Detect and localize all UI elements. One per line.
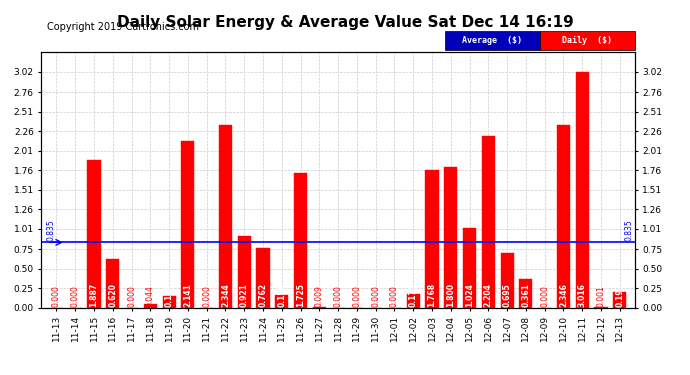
Text: 0.000: 0.000 [390,285,399,307]
Text: 1.800: 1.800 [446,283,455,307]
Text: 0.149: 0.149 [165,283,174,307]
Text: 0.000: 0.000 [202,285,211,307]
Bar [575,72,589,308]
Text: 0.044: 0.044 [146,285,155,307]
Text: 0.835: 0.835 [624,219,633,241]
Text: 0.762: 0.762 [259,283,268,307]
Bar [294,173,307,308]
Text: 0.001: 0.001 [596,285,606,307]
Text: 2.141: 2.141 [184,283,193,307]
Text: 0.000: 0.000 [540,285,549,307]
Text: 2.346: 2.346 [559,283,568,307]
Text: 0.695: 0.695 [502,283,511,307]
Bar [237,236,250,308]
Text: 0.835: 0.835 [46,219,55,241]
Text: Average  ($): Average ($) [462,36,522,45]
Bar [144,304,157,307]
Text: 3.016: 3.016 [578,283,586,307]
Bar [275,296,288,307]
Bar [426,170,439,308]
Text: 1.887: 1.887 [90,282,99,307]
Bar [181,141,195,308]
Bar [463,228,476,308]
Text: 0.361: 0.361 [522,283,531,307]
Text: 0.000: 0.000 [353,285,362,307]
Bar [106,259,119,308]
Text: 0.000: 0.000 [127,285,136,307]
Text: Copyright 2019 Cartronics.com: Copyright 2019 Cartronics.com [48,22,199,32]
Bar [406,294,420,307]
Text: 0.000: 0.000 [333,285,343,307]
Text: 2.204: 2.204 [484,283,493,307]
Text: 0.620: 0.620 [108,283,117,307]
Bar [613,292,627,308]
Text: 0.000: 0.000 [70,285,80,307]
FancyBboxPatch shape [540,31,635,50]
Text: 0.009: 0.009 [315,285,324,307]
Bar [482,136,495,308]
Text: 0.921: 0.921 [239,283,248,307]
Text: 0.000: 0.000 [52,285,61,307]
Text: Daily  ($): Daily ($) [562,36,612,45]
Text: 1.768: 1.768 [428,283,437,307]
Text: 0.175: 0.175 [408,283,417,307]
Bar [520,279,533,308]
Text: 0.000: 0.000 [371,285,380,307]
Bar [444,167,457,308]
Bar [557,124,570,308]
Bar [219,125,232,308]
Bar [313,307,326,308]
Bar [163,296,176,307]
Bar [500,253,513,308]
Text: Daily Solar Energy & Average Value Sat Dec 14 16:19: Daily Solar Energy & Average Value Sat D… [117,15,573,30]
FancyBboxPatch shape [445,31,540,50]
Text: 2.344: 2.344 [221,283,230,307]
Text: 1.024: 1.024 [465,283,474,307]
Text: 0.156: 0.156 [277,283,286,307]
Text: 1.725: 1.725 [296,283,305,307]
Text: 0.197: 0.197 [615,283,624,307]
Bar [257,248,270,308]
Bar [88,160,101,308]
